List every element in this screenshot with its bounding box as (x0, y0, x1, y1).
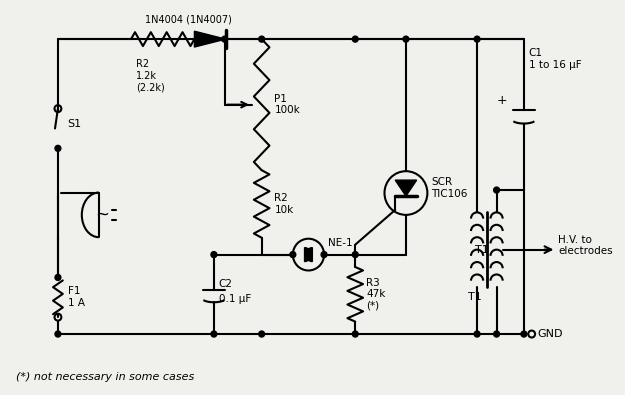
Circle shape (321, 252, 327, 258)
Text: ~: ~ (95, 206, 109, 224)
Text: (*) not necessary in some cases: (*) not necessary in some cases (16, 372, 194, 382)
Text: SCR
TIC106: SCR TIC106 (431, 177, 468, 199)
Circle shape (521, 331, 527, 337)
Circle shape (55, 145, 61, 151)
Polygon shape (395, 180, 417, 196)
Circle shape (352, 252, 358, 258)
Circle shape (403, 36, 409, 42)
Text: 1N4004 (1N4007): 1N4004 (1N4007) (144, 14, 231, 24)
Circle shape (55, 275, 61, 280)
Text: R2
10k: R2 10k (274, 193, 294, 215)
Wedge shape (306, 248, 312, 261)
Text: GND: GND (538, 329, 563, 339)
Text: C1
1 to 16 μF: C1 1 to 16 μF (529, 48, 581, 70)
Text: 0.1 μF: 0.1 μF (219, 294, 251, 304)
Circle shape (494, 331, 499, 337)
Circle shape (290, 252, 296, 258)
Text: H.V. to
electrodes: H.V. to electrodes (558, 235, 613, 256)
Polygon shape (194, 31, 226, 47)
Text: S1: S1 (68, 118, 82, 128)
Text: T1: T1 (475, 245, 489, 255)
Text: T1: T1 (468, 292, 482, 302)
Circle shape (55, 331, 61, 337)
Circle shape (259, 36, 264, 42)
Text: C2: C2 (219, 279, 232, 290)
Text: P1
100k: P1 100k (274, 94, 300, 115)
Text: NE-1: NE-1 (328, 238, 352, 248)
Circle shape (222, 36, 228, 42)
Circle shape (474, 331, 480, 337)
Circle shape (211, 331, 217, 337)
Text: R3
47k
(*): R3 47k (*) (366, 278, 386, 311)
Text: F1
1 A: F1 1 A (68, 286, 84, 308)
Circle shape (211, 252, 217, 258)
Circle shape (259, 331, 264, 337)
Text: R2
1.2k
(2.2k): R2 1.2k (2.2k) (136, 59, 164, 92)
Circle shape (474, 36, 480, 42)
Text: +: + (496, 94, 507, 107)
Circle shape (352, 36, 358, 42)
Circle shape (352, 331, 358, 337)
Wedge shape (304, 248, 311, 261)
Circle shape (494, 187, 499, 193)
